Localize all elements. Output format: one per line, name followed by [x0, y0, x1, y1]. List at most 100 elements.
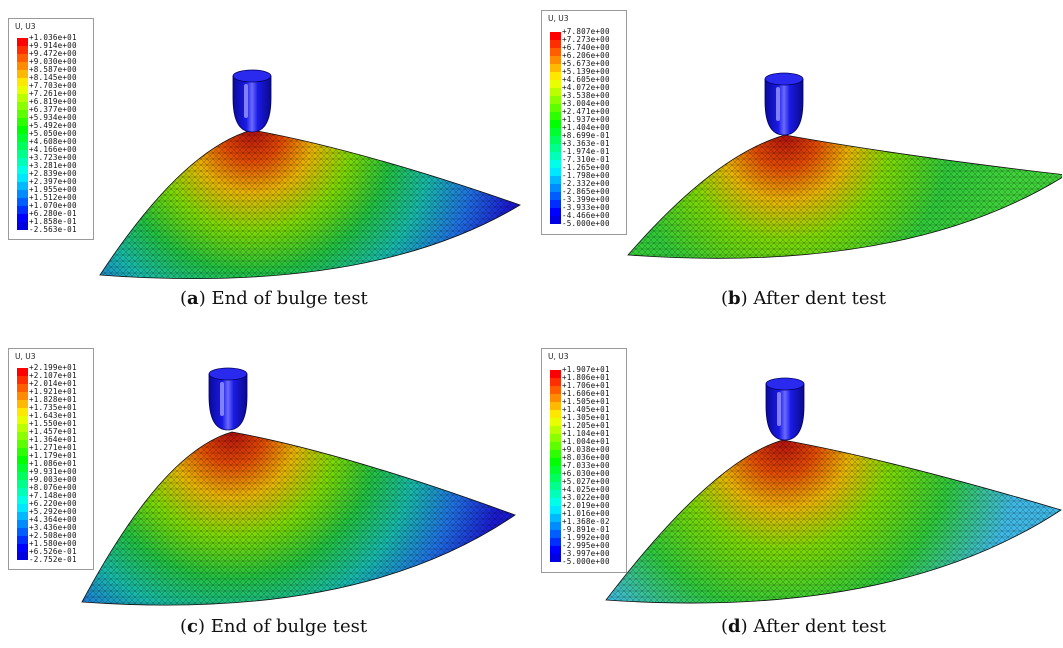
legend-swatch	[17, 488, 28, 496]
fe-plot-a	[99, 69, 521, 280]
legend-value: -1.798e+00	[562, 171, 610, 180]
caption-text-b: After dent test	[753, 288, 887, 309]
legend-value: +8.076e+00	[29, 483, 77, 492]
indenter-body	[765, 383, 805, 441]
caption-text-c: End of bulge test	[210, 616, 368, 637]
legend-swatch	[17, 214, 28, 222]
legend-value: +6.030e+00	[562, 469, 610, 478]
legend-value: +2.014e+01	[29, 379, 77, 388]
legend-value: +1.955e+00	[29, 185, 77, 194]
legend-value: -3.933e+00	[562, 203, 610, 212]
legend-swatch	[17, 384, 28, 392]
legend-value: +1.606e+01	[562, 389, 610, 398]
legend-a: U, U3 +1.036e+01 +9.914e+00 +9.472e+00 +9.0…	[8, 18, 94, 240]
panel-b: U, U3 +7.807e+00 +7.273e+00 +6.740e+00 +6.2…	[531, 0, 1062, 324]
legend-swatch	[17, 126, 28, 134]
legend-swatch	[17, 512, 28, 520]
legend-swatch	[17, 78, 28, 86]
legend-value: +1.086e+01	[29, 459, 77, 468]
legend-swatch	[17, 464, 28, 472]
legend-b: U, U3 +7.807e+00 +7.273e+00 +6.740e+00 +6.2…	[541, 10, 627, 235]
legend-value: +8.145e+00	[29, 73, 77, 82]
legend-swatch	[17, 118, 28, 126]
legend-value: +9.003e+00	[29, 475, 77, 484]
legend-value: +9.931e+00	[29, 467, 77, 476]
legend-value: +8.587e+00	[29, 65, 77, 74]
legend-value: +3.538e+00	[562, 91, 610, 100]
legend-d: U, U3 +1.907e+01 +1.806e+01 +1.706e+01 +1.6…	[541, 348, 627, 573]
legend-swatch	[17, 142, 28, 150]
legend-value: +7.807e+00	[562, 27, 610, 36]
caption-c: (c) End of bulge test	[180, 616, 368, 637]
legend-swatch	[550, 80, 561, 88]
legend-c: U, U3 +2.199e+01 +2.107e+01 +2.014e+01 +1.9…	[8, 348, 94, 570]
legend-swatch	[550, 442, 561, 450]
legend-value: +3.022e+00	[562, 493, 610, 502]
legend-value: +4.608e+00	[29, 137, 77, 146]
legend-swatch	[550, 144, 561, 152]
legend-swatch	[550, 378, 561, 386]
legend-swatch	[550, 88, 561, 96]
legend-swatch	[550, 40, 561, 48]
legend-title-c: U, U3	[15, 352, 36, 361]
legend-swatch	[17, 392, 28, 400]
legend-value: +2.471e+00	[562, 107, 610, 116]
fe-plot-c	[81, 367, 516, 606]
legend-value: +1.179e+01	[29, 451, 77, 460]
legend-swatch	[17, 368, 28, 376]
legend-swatch	[17, 400, 28, 408]
legend-value: +4.364e+00	[29, 515, 77, 524]
legend-swatch	[550, 168, 561, 176]
legend-value: +5.139e+00	[562, 67, 610, 76]
legend-swatch	[17, 496, 28, 504]
legend-swatch	[17, 62, 28, 70]
caption-letter-a: a	[187, 288, 199, 309]
legend-swatch	[17, 424, 28, 432]
legend-swatch	[17, 536, 28, 544]
legend-value: +1.457e+01	[29, 427, 77, 436]
legend-value: +8.699e-01	[562, 131, 610, 140]
legend-swatch	[17, 376, 28, 384]
legend-swatch	[550, 426, 561, 434]
legend-swatch	[550, 184, 561, 192]
fe-plot-b	[627, 72, 1062, 259]
legend-value: +6.740e+00	[562, 43, 610, 52]
legend-swatch	[17, 158, 28, 166]
legend-swatch	[17, 206, 28, 214]
indenter-top	[208, 367, 248, 381]
legend-value: +1.806e+01	[562, 373, 610, 382]
legend-swatch	[17, 448, 28, 456]
legend-swatches-d	[550, 370, 561, 562]
legend-swatch	[550, 410, 561, 418]
legend-value: +4.166e+00	[29, 145, 77, 154]
legend-value: +2.199e+01	[29, 363, 77, 372]
legend-swatch	[17, 222, 28, 230]
legend-value: +5.292e+00	[29, 507, 77, 516]
legend-swatch	[550, 112, 561, 120]
legend-value: +2.839e+00	[29, 169, 77, 178]
legend-swatch	[550, 48, 561, 56]
legend-value: +1.070e+00	[29, 201, 77, 210]
legend-value: +2.019e+00	[562, 501, 610, 510]
legend-value: +1.921e+01	[29, 387, 77, 396]
legend-swatch	[550, 64, 561, 72]
legend-value: +4.025e+00	[562, 485, 610, 494]
legend-value: +7.273e+00	[562, 35, 610, 44]
indenter-body	[232, 75, 272, 133]
legend-swatch	[550, 498, 561, 506]
legend-value: +1.550e+01	[29, 419, 77, 428]
legend-swatch	[550, 152, 561, 160]
legend-value: +1.580e+00	[29, 539, 77, 548]
legend-value: +1.643e+01	[29, 411, 77, 420]
legend-swatch	[550, 554, 561, 562]
legend-title-b: U, U3	[548, 14, 569, 23]
legend-swatch	[550, 128, 561, 136]
legend-value: +1.404e+00	[562, 123, 610, 132]
legend-swatch	[550, 386, 561, 394]
legend-swatch	[17, 456, 28, 464]
legend-value: +1.368e-02	[562, 517, 610, 526]
legend-value: +1.505e+01	[562, 397, 610, 406]
legend-swatch	[17, 102, 28, 110]
legend-swatches-c	[17, 368, 28, 560]
legend-swatch	[550, 96, 561, 104]
